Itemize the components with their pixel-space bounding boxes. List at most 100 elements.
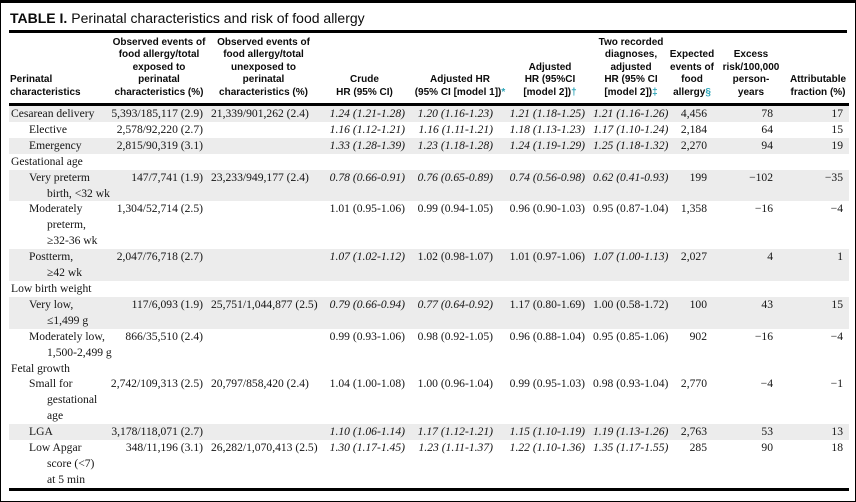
- cell-expected: 100: [689, 297, 707, 311]
- cell-model2: 0.99 (0.95-1.03): [509, 377, 585, 391]
- cell-crude: 0.78 (0.66-0.91): [329, 170, 405, 184]
- cell-fraction: [787, 154, 849, 170]
- cell-fraction: 19: [831, 138, 843, 152]
- cell-crude: [316, 281, 413, 297]
- table-row: Elective 2,578/92,220 (2.7) 1.16 (1.12-1.2…: [9, 122, 849, 138]
- row-label: Elective: [29, 122, 67, 136]
- table-row: Emergency 2,815/90,319 (3.1) 1.33 (1.28-1.…: [9, 137, 849, 154]
- cell-fraction: [787, 361, 849, 377]
- cell-exposed: 2,578/92,220 (2.7): [116, 122, 203, 136]
- row-label: Very low, ≤1,499 g: [29, 297, 89, 327]
- cell-fraction: 1: [837, 250, 843, 264]
- table-row: Very low, ≤1,499 g 117/6,093 (1.9) 25,751/1…: [9, 296, 849, 329]
- cell-model2: 0.74 (0.56-0.98): [509, 170, 585, 184]
- footnote-marker: *: [501, 86, 506, 98]
- row-label: Small for gestational age: [29, 377, 98, 423]
- cell-tworecorded: 0.95 (0.87-1.04): [593, 202, 669, 216]
- row-label: Emergency: [29, 138, 82, 152]
- cell-fraction: −35: [824, 170, 843, 184]
- header-row: Perinatal characteristics Observed events …: [9, 33, 849, 107]
- section-row: Gestational age: [9, 154, 849, 170]
- cell-expected: 1,358: [680, 202, 707, 216]
- table-row: Postterm, ≥42 wk 2,047/76,718 (2.7) 1.07 (1…: [9, 249, 849, 281]
- cell-fraction: 15: [831, 122, 843, 136]
- table-row: Moderately preterm, ≥32-36 wk 1,304/52,714 …: [9, 201, 849, 249]
- header-unexposed: Observed events of food allergy/total unex…: [211, 33, 316, 107]
- cell-expected: [669, 281, 715, 297]
- cell-unexposed: [211, 281, 316, 297]
- cell-expected: [669, 361, 715, 377]
- cell-crude: 1.04 (1.00-1.08): [329, 377, 405, 391]
- header-characteristics: Perinatal characteristics: [9, 33, 107, 107]
- cell-model1: 0.76 (0.65-0.89): [417, 170, 493, 184]
- cell-unexposed: [211, 424, 316, 440]
- cell-unexposed: [211, 329, 316, 361]
- header-model2: Adjusted HR (95%CI [model 2])†: [507, 33, 593, 107]
- cell-expected: [669, 154, 715, 170]
- cell-exposed: [107, 361, 211, 377]
- cell-exposed: 2,815/90,319 (3.1): [116, 138, 203, 152]
- cell-unexposed: [211, 122, 316, 138]
- table-number: TABLE I.: [10, 10, 68, 26]
- cell-excess: −16: [754, 202, 773, 216]
- cell-model2: 1.21 (1.18-1.25): [509, 107, 585, 121]
- cell-unexposed: [211, 201, 316, 249]
- cell-excess: [715, 154, 787, 170]
- perinatal-characteristics-table: Perinatal characteristics Observed events …: [9, 33, 849, 491]
- cell-model1: 1.00 (0.96-1.04): [417, 377, 493, 391]
- section-row: Fetal growth: [9, 361, 849, 377]
- cell-model1: 0.98 (0.92-1.05): [417, 329, 493, 343]
- header-exposed: Observed events of food allergy/total expo…: [107, 33, 211, 107]
- cell-unexposed: 23,233/949,177 (2.4): [211, 170, 309, 184]
- cell-model2: 1.15 (1.10-1.19): [509, 425, 585, 439]
- cell-tworecorded: [593, 154, 669, 170]
- cell-excess: [715, 361, 787, 377]
- table-row: Cesarean delivery 5,393/185,117 (2.9) 21,3…: [9, 104, 849, 122]
- header-model1: Adjusted HR (95% CI [model 1])*: [413, 33, 507, 107]
- header-tworecorded: Two recorded diagnoses, adjusted HR (95% CI…: [593, 33, 669, 107]
- cell-tworecorded: 0.95 (0.85-1.06): [593, 329, 669, 343]
- cell-excess: 43: [761, 297, 773, 311]
- row-label: Low Apgar score (<7) at 5 min: [29, 441, 95, 486]
- cell-model2: 1.24 (1.19-1.29): [509, 138, 585, 152]
- table-row: Small for gestational age 2,742/109,313 (2.…: [9, 376, 849, 424]
- table-row: LGA 3,178/118,071 (2.7) 1.10 (1.06-1.14) 1.…: [9, 424, 849, 441]
- footnote-marker: ‡: [652, 86, 658, 98]
- cell-excess: −102: [749, 170, 773, 184]
- cell-expected: 285: [689, 441, 707, 455]
- cell-crude: 1.30 (1.17-1.45): [329, 441, 405, 455]
- cell-tworecorded: [593, 281, 669, 297]
- cell-crude: 0.99 (0.93-1.06): [329, 329, 405, 343]
- cell-excess: [715, 281, 787, 297]
- row-label: Cesarean delivery: [11, 107, 95, 121]
- cell-model2: 0.96 (0.88-1.04): [509, 329, 585, 343]
- cell-unexposed: 20,797/858,420 (2.4): [211, 377, 309, 391]
- cell-excess: 94: [761, 138, 773, 152]
- cell-crude: 0.79 (0.66-0.94): [329, 297, 405, 311]
- cell-model1: 1.20 (1.16-1.23): [417, 107, 493, 121]
- row-label: Moderately low, 1,500-2,499 g: [29, 329, 112, 359]
- table-caption: Perinatal characteristics and risk of fo…: [71, 10, 365, 26]
- cell-model1: 0.99 (0.94-1.05): [417, 202, 493, 216]
- row-label: Gestational age: [11, 154, 83, 168]
- cell-fraction: [787, 281, 849, 297]
- cell-fraction: −4: [830, 329, 843, 343]
- cell-tworecorded: 1.17 (1.10-1.24): [593, 122, 669, 136]
- cell-exposed: 117/6,093 (1.9): [131, 297, 203, 311]
- cell-tworecorded: 1.00 (0.58-1.72): [593, 297, 669, 311]
- cell-exposed: 147/7,741 (1.9): [131, 170, 203, 184]
- cell-unexposed: [211, 154, 316, 170]
- row-label: Very preterm birth, <32 wk: [29, 170, 110, 200]
- cell-crude: [316, 154, 413, 170]
- cell-model2: 1.17 (0.80-1.69): [509, 297, 585, 311]
- header-fraction: Attributable fraction (%): [787, 33, 849, 107]
- section-row: Low birth weight: [9, 281, 849, 297]
- cell-excess: 90: [761, 441, 773, 455]
- cell-excess: −16: [754, 329, 773, 343]
- cell-model1: [413, 154, 507, 170]
- cell-tworecorded: [593, 361, 669, 377]
- cell-crude: 1.10 (1.06-1.14): [329, 425, 405, 439]
- cell-unexposed: 21,339/901,262 (2.4): [211, 107, 309, 121]
- row-label: LGA: [29, 425, 53, 439]
